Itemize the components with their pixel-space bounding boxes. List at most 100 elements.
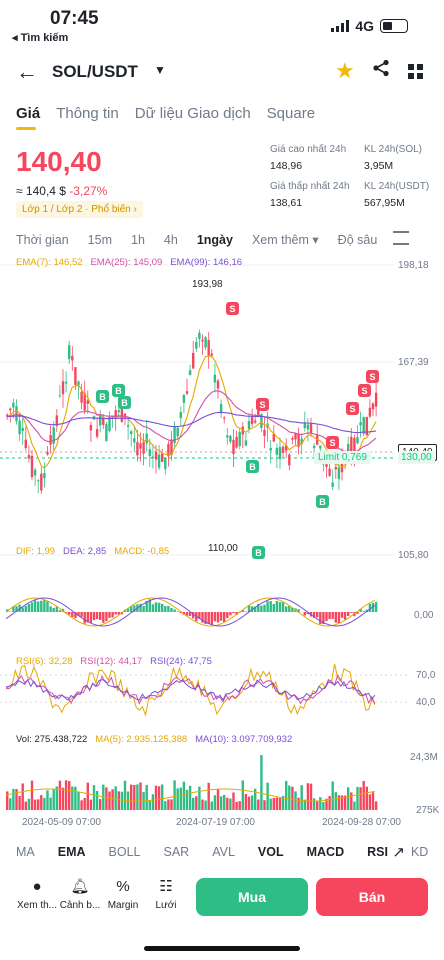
macd-bar <box>12 606 15 612</box>
macd-bar <box>207 612 210 624</box>
macd-dea-line <box>5 597 376 627</box>
candle-body <box>201 339 204 342</box>
macd-bar <box>74 612 77 619</box>
volume-bar <box>235 801 238 810</box>
chevron-down-icon[interactable]: ▼ <box>154 63 166 77</box>
sell-button[interactable]: Bán <box>316 878 428 916</box>
interval-1h[interactable]: 1h <box>131 232 145 247</box>
macd-bar <box>254 606 257 612</box>
macd-bar <box>176 611 179 612</box>
volume-bar <box>80 800 83 810</box>
volume-bar <box>207 782 210 810</box>
macd-bar <box>114 612 117 615</box>
candle-body <box>176 427 179 437</box>
candle-body <box>325 464 328 467</box>
volume-bar <box>18 796 21 810</box>
volume-bar <box>319 797 322 810</box>
category-tags[interactable]: Lớp 1 / Lớp 2 · Phổ biến › <box>16 201 143 218</box>
volume-bar <box>263 800 266 810</box>
volume-bar <box>371 792 375 810</box>
volume-bar <box>272 797 275 810</box>
interval-15m[interactable]: 15m <box>87 232 112 247</box>
tab-price[interactable]: Giá <box>16 105 41 130</box>
macd-bar <box>52 607 55 612</box>
ind-avl[interactable]: AVL <box>212 845 235 859</box>
volume-bar <box>24 801 27 810</box>
interval-more[interactable]: Xem thêm ▾ <box>251 233 319 247</box>
volume-bar <box>247 796 251 810</box>
ind-vol[interactable]: VOL <box>257 845 284 859</box>
tab-trading-data[interactable]: Dữ liệu Giao dịch <box>134 105 251 122</box>
ind-sar[interactable]: SAR <box>163 845 190 859</box>
ind-ma[interactable]: MA <box>16 845 35 859</box>
high-marker-label: 193,98 <box>192 279 223 290</box>
tab-info[interactable]: Thông tin <box>56 105 119 122</box>
volume-bar <box>43 797 46 810</box>
candle-body <box>99 413 102 426</box>
macd-bar <box>201 612 204 623</box>
vol-axis-bottom: 275K <box>416 805 440 816</box>
high-24h-value: 148,96 <box>270 160 303 172</box>
candle-body <box>130 431 133 435</box>
macd-bar <box>272 604 275 612</box>
interval-depth[interactable]: Độ sâu <box>337 232 378 247</box>
alert-button[interactable]: 🔔︎ Cảnh b... <box>57 878 103 911</box>
grid-menu-icon[interactable] <box>408 64 423 79</box>
interval-time[interactable]: Thời gian <box>16 232 69 247</box>
candle-body <box>241 426 244 435</box>
pair-title[interactable]: SOL/USDT <box>52 62 138 81</box>
interval-4h[interactable]: 4h <box>163 232 178 247</box>
volume-bar <box>285 780 288 810</box>
back-to-search[interactable]: ◂ Tìm kiếm <box>12 32 69 44</box>
candle-body <box>371 403 375 410</box>
macd-bar <box>117 612 120 615</box>
volume-bar <box>223 794 226 810</box>
more-button[interactable]: ● Xem th... <box>14 878 60 911</box>
tab-square[interactable]: Square <box>266 105 316 122</box>
buy-button[interactable]: Mua <box>196 878 308 916</box>
ind-kd[interactable]: KD <box>410 845 429 859</box>
ind-macd[interactable]: MACD <box>306 845 345 859</box>
volume-bar <box>350 792 353 810</box>
volume-bar <box>359 787 362 810</box>
macd-bar <box>281 602 285 612</box>
ind-ema[interactable]: EMA <box>57 845 86 859</box>
macd-bar <box>161 603 164 612</box>
grid-bot-button[interactable]: ☷ Lưới <box>143 878 189 911</box>
status-icons: 4G <box>331 18 408 34</box>
candle-body <box>294 433 297 440</box>
macd-bar <box>86 612 89 623</box>
alert-label: Cảnh b... <box>59 900 101 911</box>
share-icon[interactable] <box>372 59 390 82</box>
volume-bar <box>353 801 356 810</box>
ind-rsi[interactable]: RSI <box>367 845 388 859</box>
candle-body <box>281 446 285 453</box>
volume-bar <box>89 799 93 810</box>
date-label-1: 2024-05-09 07:00 <box>22 817 101 828</box>
interval-1d[interactable]: 1ngày <box>196 232 233 247</box>
candle-body <box>229 435 232 442</box>
volume-bar <box>201 799 204 810</box>
back-arrow-icon[interactable]: ← <box>16 59 38 84</box>
low-24h-value: 138,61 <box>270 197 303 209</box>
macd-bar <box>263 604 266 612</box>
candle-body <box>198 332 201 339</box>
candle-body <box>49 435 52 445</box>
trade-marker-label: B <box>319 497 326 507</box>
volume-bar <box>179 787 182 810</box>
limit-order-tag[interactable]: Limit 0,769 <box>314 451 371 464</box>
margin-button[interactable]: % Margin <box>100 878 146 911</box>
draw-tool-icon[interactable]: ↗ <box>392 844 405 861</box>
vol-value: Vol: 275.438,722 <box>16 734 88 745</box>
candle-body <box>24 439 27 449</box>
star-icon[interactable]: ★ <box>335 58 355 83</box>
low-24h-label: Giá thấp nhất 24h <box>270 181 350 192</box>
candle-body <box>291 437 294 440</box>
grid-bot-label: Lưới <box>155 900 177 911</box>
chart-settings-icon[interactable] <box>393 231 409 245</box>
ind-boll[interactable]: BOLL <box>108 845 141 859</box>
macd-bar <box>278 602 282 612</box>
network-type: 4G <box>355 18 374 34</box>
macd-legend: DIF: 1,99 DEA: 2,85 MACD: -0,85 <box>16 546 169 557</box>
